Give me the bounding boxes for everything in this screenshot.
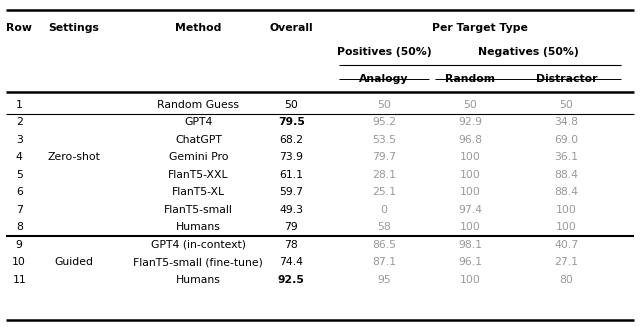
Text: 50: 50 <box>463 100 477 110</box>
Text: Random Guess: Random Guess <box>157 100 239 110</box>
Text: 80: 80 <box>559 275 573 284</box>
Text: Negatives (50%): Negatives (50%) <box>477 47 579 57</box>
Text: 100: 100 <box>460 275 481 284</box>
Text: 68.2: 68.2 <box>279 135 303 145</box>
Text: 97.4: 97.4 <box>458 205 483 215</box>
Text: 96.1: 96.1 <box>458 257 483 267</box>
Text: FlanT5-small: FlanT5-small <box>164 205 233 215</box>
Text: GPT4 (in-context): GPT4 (in-context) <box>151 240 246 250</box>
Text: Humans: Humans <box>176 275 221 284</box>
Text: 96.8: 96.8 <box>458 135 483 145</box>
Text: Analogy: Analogy <box>359 74 409 84</box>
Text: 1: 1 <box>16 100 22 110</box>
Text: Row: Row <box>6 23 32 33</box>
Text: 87.1: 87.1 <box>372 257 396 267</box>
Text: 40.7: 40.7 <box>554 240 579 250</box>
Text: 79.5: 79.5 <box>278 117 305 127</box>
Text: 74.4: 74.4 <box>279 257 303 267</box>
Text: ChatGPT: ChatGPT <box>175 135 222 145</box>
Text: Random: Random <box>445 74 495 84</box>
Text: 11: 11 <box>12 275 26 284</box>
Text: 7: 7 <box>16 205 22 215</box>
Text: 100: 100 <box>556 205 577 215</box>
Text: 34.8: 34.8 <box>554 117 579 127</box>
Text: 92.9: 92.9 <box>458 117 483 127</box>
Text: 50: 50 <box>559 100 573 110</box>
Text: 36.1: 36.1 <box>554 152 579 162</box>
Text: GPT4: GPT4 <box>184 117 212 127</box>
Text: 100: 100 <box>460 222 481 232</box>
Text: 0: 0 <box>381 205 387 215</box>
Text: 5: 5 <box>16 170 22 180</box>
Text: Per Target Type: Per Target Type <box>432 23 528 33</box>
Text: 9: 9 <box>16 240 22 250</box>
Text: 100: 100 <box>460 187 481 197</box>
Text: 50: 50 <box>377 100 391 110</box>
Text: 79: 79 <box>284 222 298 232</box>
Text: 88.4: 88.4 <box>554 170 579 180</box>
Text: 98.1: 98.1 <box>458 240 483 250</box>
Text: Settings: Settings <box>48 23 99 33</box>
Text: 27.1: 27.1 <box>554 257 579 267</box>
Text: 73.9: 73.9 <box>279 152 303 162</box>
Text: Method: Method <box>175 23 221 33</box>
Text: 53.5: 53.5 <box>372 135 396 145</box>
Text: Humans: Humans <box>176 222 221 232</box>
Text: 95: 95 <box>377 275 391 284</box>
Text: Overall: Overall <box>269 23 313 33</box>
Text: 86.5: 86.5 <box>372 240 396 250</box>
Text: FlanT5-XL: FlanT5-XL <box>172 187 225 197</box>
Text: Positives (50%): Positives (50%) <box>337 47 431 57</box>
Text: 100: 100 <box>460 152 481 162</box>
Text: 69.0: 69.0 <box>554 135 579 145</box>
Text: 50: 50 <box>284 100 298 110</box>
Text: Guided: Guided <box>54 257 93 267</box>
Text: 28.1: 28.1 <box>372 170 396 180</box>
Text: Gemini Pro: Gemini Pro <box>169 152 228 162</box>
Text: Zero-shot: Zero-shot <box>47 152 100 162</box>
Text: 92.5: 92.5 <box>278 275 305 284</box>
Text: 10: 10 <box>12 257 26 267</box>
Text: 95.2: 95.2 <box>372 117 396 127</box>
Text: 2: 2 <box>16 117 22 127</box>
Text: 6: 6 <box>16 187 22 197</box>
Text: 3: 3 <box>16 135 22 145</box>
Text: 59.7: 59.7 <box>279 187 303 197</box>
Text: 49.3: 49.3 <box>279 205 303 215</box>
Text: 79.7: 79.7 <box>372 152 396 162</box>
Text: FlanT5-small (fine-tune): FlanT5-small (fine-tune) <box>134 257 263 267</box>
Text: Distractor: Distractor <box>536 74 597 84</box>
Text: FlanT5-XXL: FlanT5-XXL <box>168 170 228 180</box>
Text: 88.4: 88.4 <box>554 187 579 197</box>
Text: 100: 100 <box>460 170 481 180</box>
Text: 78: 78 <box>284 240 298 250</box>
Text: 8: 8 <box>16 222 22 232</box>
Text: 4: 4 <box>16 152 22 162</box>
Text: 25.1: 25.1 <box>372 187 396 197</box>
Text: 58: 58 <box>377 222 391 232</box>
Text: 100: 100 <box>556 222 577 232</box>
Text: 61.1: 61.1 <box>279 170 303 180</box>
